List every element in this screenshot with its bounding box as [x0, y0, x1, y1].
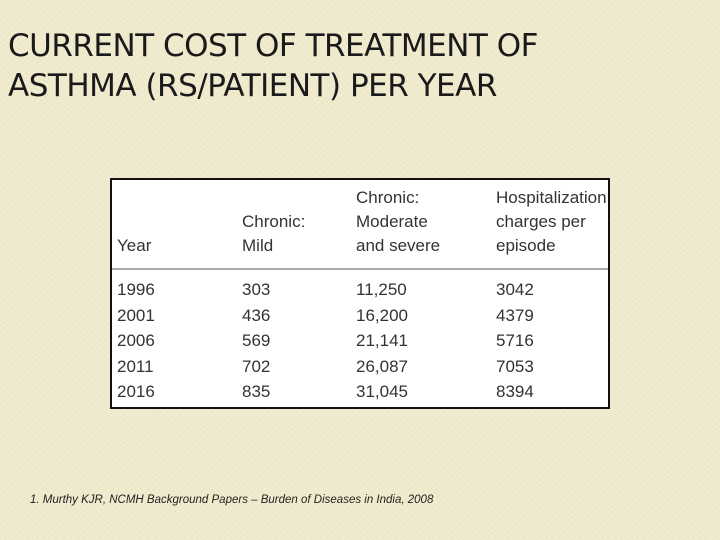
header-chronic-mild: Chronic: Mild — [242, 180, 356, 270]
cell-moderate-severe: 16,200 — [356, 305, 408, 325]
cell-mild: 569 — [242, 331, 271, 350]
cell-hospitalization: 3042 — [496, 280, 534, 299]
cell-year: 1996 — [117, 280, 155, 299]
cell-mild: 835 — [242, 382, 271, 401]
table-row: 2016 835 31,045 8394 — [112, 379, 608, 405]
header-chronic-moderate-severe: Chronic: Moderate and severe — [356, 180, 496, 270]
cost-table-frame: Year Chronic: Mild Chronic: Moderate and… — [110, 178, 610, 409]
cost-table: Year Chronic: Mild Chronic: Moderate and… — [112, 180, 608, 405]
cell-moderate-severe: 11,250 — [356, 280, 407, 299]
cell-hospitalization: 4379 — [496, 305, 534, 325]
table-header-row: Year Chronic: Mild Chronic: Moderate and… — [112, 180, 608, 270]
table-row: 1996 303 11,250 3042 — [112, 269, 608, 303]
cell-mild: 702 — [242, 356, 271, 376]
cell-hospitalization: 5716 — [496, 331, 534, 350]
footnote-citation: 1. Murthy KJR, NCMH Background Papers – … — [30, 494, 434, 506]
slide-title: CURRENT COST OF TREATMENT OF ASTHMA (RS/… — [8, 26, 708, 106]
cell-moderate-severe: 21,141 — [356, 331, 408, 350]
cell-year: 2011 — [117, 356, 154, 376]
cell-year: 2016 — [117, 382, 155, 401]
cell-hospitalization: 8394 — [496, 382, 534, 401]
cell-mild: 303 — [242, 280, 271, 299]
title-line-2: ASTHMA (RS/PATIENT) PER YEAR — [8, 68, 497, 104]
cell-moderate-severe: 31,045 — [356, 382, 408, 401]
cell-moderate-severe: 26,087 — [356, 356, 408, 376]
title-line-1: CURRENT COST OF TREATMENT OF — [8, 28, 538, 64]
cell-year: 2001 — [117, 305, 155, 325]
header-hospitalization-charges: Hospitalization charges per episode — [496, 180, 608, 270]
cell-mild: 436 — [242, 305, 271, 325]
table-row: 2011 702 26,087 7053 — [112, 354, 608, 380]
cell-year: 2006 — [117, 331, 155, 350]
table-row: 2006 569 21,141 5716 — [112, 328, 608, 354]
table-row: 2001 436 16,200 4379 — [112, 303, 608, 329]
header-year: Year — [112, 180, 242, 270]
cell-hospitalization: 7053 — [496, 356, 534, 376]
